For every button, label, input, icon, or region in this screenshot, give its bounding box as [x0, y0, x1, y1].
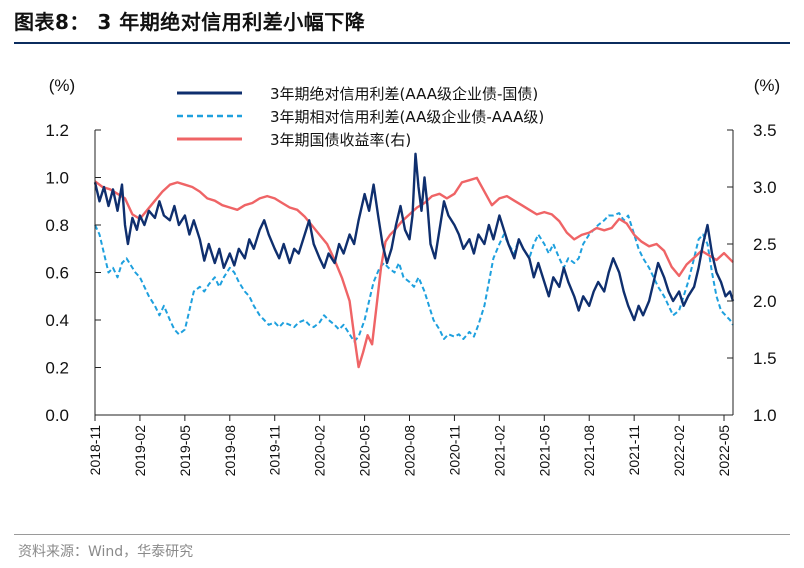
legend-label-2: 3年期国债收益率(右): [270, 131, 411, 149]
right-tick-label: 1.0: [753, 406, 777, 425]
x-tick-label: 2020-05: [357, 425, 373, 477]
left-tick-label: 0.4: [45, 311, 69, 330]
left-tick-label: 0.6: [45, 264, 69, 283]
x-tick-label: 2019-05: [177, 425, 193, 477]
series-line-1: [94, 212, 734, 343]
x-tick-label: 2019-08: [222, 425, 238, 477]
x-tick-label: 2021-02: [491, 425, 507, 477]
right-tick-label: 3.5: [753, 121, 777, 140]
chart-title: 图表8： 3 年期绝对信用利差小幅下降: [14, 10, 366, 34]
left-tick-label: 0.8: [45, 216, 69, 235]
axes-layer: 0.0 0.2 0.4 0.6 0.8 1.0 1.2 1.0 1.5 2.0 2.5 3.0 3.5 (…: [45, 76, 780, 476]
x-tick-label: 2020-11: [446, 425, 462, 476]
x-tick-label: 2022-02: [671, 425, 687, 477]
legend-label-0: 3年期绝对信用利差(AAA级企业债-国债): [270, 85, 538, 103]
source-rule: [14, 534, 790, 535]
left-tick-label: 1.2: [45, 121, 69, 140]
right-tick-label: 3.0: [753, 178, 777, 197]
left-tick-label: 0.2: [45, 359, 69, 378]
right-axis-unit: (%): [754, 76, 780, 95]
x-tick-label: 2021-08: [581, 425, 597, 477]
series-layer: [93, 152, 735, 369]
source-note: 资料来源：Wind，华泰研究: [18, 544, 194, 560]
right-tick-label: 2.5: [753, 235, 777, 254]
x-tick-label: 2020-08: [402, 425, 418, 477]
legend-label-1: 3年期相对信用利差(AA级企业债-AAA级): [270, 108, 544, 126]
x-tick-label: 2020-02: [312, 425, 328, 477]
x-tick-label: 2019-02: [132, 425, 148, 477]
x-tick-label: 2021-11: [626, 425, 642, 476]
left-tick-label: 1.0: [45, 169, 69, 188]
right-tick-label: 2.0: [753, 292, 777, 311]
title-rule: [14, 42, 790, 44]
series-line-0: [93, 152, 735, 322]
x-tick-label: 2019-11: [267, 425, 283, 476]
left-tick-label: 0.0: [45, 406, 69, 425]
x-tick-label: 2022-05: [716, 425, 732, 477]
x-tick-label: 2018-11: [87, 425, 103, 476]
right-tick-label: 1.5: [753, 349, 777, 368]
legend: 3年期绝对信用利差(AAA级企业债-国债) 3年期相对信用利差(AA级企业债-AA…: [177, 85, 544, 149]
series-line-2: [94, 176, 734, 369]
left-axis-unit: (%): [49, 76, 75, 95]
x-tick-label: 2021-05: [536, 425, 552, 477]
